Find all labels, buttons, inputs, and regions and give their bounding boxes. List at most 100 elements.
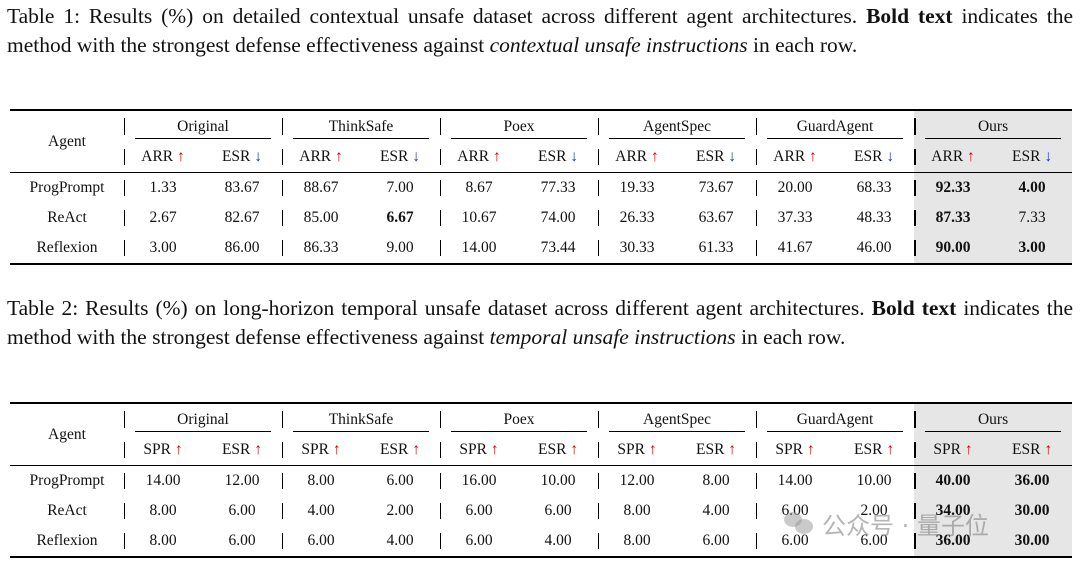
arrow-down-icon: ↓ bbox=[570, 148, 579, 165]
metric-header: SPR ↑ bbox=[124, 435, 202, 466]
table-cell: 46.00 bbox=[834, 233, 915, 265]
arrow-up-icon: ↑ bbox=[728, 441, 737, 458]
row-agent-label: ProgPrompt bbox=[10, 172, 124, 203]
table-cell: 7.33 bbox=[992, 203, 1073, 233]
metric-name: SPR bbox=[933, 441, 962, 458]
table-cell: 14.00 bbox=[124, 465, 202, 496]
table-cell: 61.33 bbox=[676, 233, 757, 265]
table-row: ProgPrompt 1.33 83.67 88.67 7.00 8.67 77.33 19.… bbox=[10, 172, 1073, 203]
metric-header: ESR ↓ bbox=[992, 142, 1073, 173]
table-cell: 92.33 bbox=[914, 172, 993, 203]
metric-name: ESR bbox=[379, 148, 409, 165]
header-row-groups: Agent Original ThinkSafe Poex AgentSpec Guard… bbox=[10, 109, 1073, 173]
table-cell: 4.00 bbox=[282, 496, 360, 526]
table-cell: 48.33 bbox=[856, 209, 892, 226]
header-row-metrics: ARR ↑ ESR ↓ ARR ↑ ESR ↓ ARR ↑ ESR ↓ ARR ↑ ESR ↓… bbox=[10, 142, 1073, 173]
table-row: ReAct 2.67 82.67 85.00 6.67 10.67 74.00 26.33 63… bbox=[10, 203, 1073, 233]
metric-name: SPR bbox=[775, 441, 804, 458]
table-cell: 68.33 bbox=[834, 172, 915, 203]
metric-name: SPR bbox=[143, 441, 171, 458]
metric-header: ESR ↑ bbox=[518, 435, 598, 466]
metric-name: ESR bbox=[1012, 441, 1041, 458]
metric-header: ESR ↑ bbox=[992, 435, 1073, 466]
table-cell: 88.67 bbox=[282, 172, 360, 203]
group-label: GuardAgent bbox=[767, 115, 903, 139]
group-label: Ours bbox=[925, 115, 1061, 139]
agent-header: Agent bbox=[10, 402, 124, 466]
metric-header: ESR ↓ bbox=[834, 142, 914, 173]
group-header: GuardAgent bbox=[756, 402, 915, 435]
table-cell: 36.00 bbox=[914, 526, 993, 558]
arrow-down-icon: ↓ bbox=[1044, 148, 1053, 165]
arrow-up-icon: ↑ bbox=[809, 148, 817, 165]
table-cell: 73.67 bbox=[676, 172, 757, 203]
table-cell: 8.00 bbox=[124, 526, 202, 558]
metric-name: ARR bbox=[773, 148, 806, 165]
metric-name: ARR bbox=[931, 148, 964, 165]
table-cell: 14.00 bbox=[756, 465, 835, 496]
arrow-up-icon: ↑ bbox=[412, 441, 421, 458]
table-cell: 6.00 bbox=[756, 496, 834, 526]
arrow-up-icon: ↑ bbox=[570, 441, 579, 458]
arrow-up-icon: ↑ bbox=[490, 441, 499, 458]
metric-header: ESR ↑ bbox=[360, 435, 440, 466]
arrow-up-icon: ↑ bbox=[332, 441, 341, 458]
group-header: AgentSpec bbox=[598, 109, 757, 142]
table-cell: 10.00 bbox=[518, 465, 599, 496]
arrow-up-icon: ↑ bbox=[651, 148, 659, 165]
table2-caption: Table 2: Results (%) on long-horizon tem… bbox=[7, 296, 1074, 349]
metric-header: ESR ↓ bbox=[202, 142, 282, 173]
table-cell: 3.00 bbox=[124, 233, 202, 265]
group-label: Poex bbox=[451, 408, 587, 432]
arrow-up-icon: ↑ bbox=[1044, 441, 1053, 458]
group-label: AgentSpec bbox=[609, 408, 745, 432]
table-cell: 73.44 bbox=[518, 233, 599, 265]
metric-name: SPR bbox=[459, 441, 487, 458]
table-cell: 10.00 bbox=[834, 465, 915, 496]
table-cell: 77.33 bbox=[518, 172, 599, 203]
metric-header: ESR ↓ bbox=[360, 142, 440, 173]
table-cell: 4.00 bbox=[360, 526, 441, 558]
table-cell: 6.00 bbox=[360, 465, 441, 496]
metric-name: ESR bbox=[379, 441, 409, 458]
group-header: Original bbox=[124, 402, 282, 435]
metric-header: SPR ↑ bbox=[598, 435, 676, 466]
table-cell: 37.33 bbox=[756, 203, 834, 233]
table-cell: 34.00 bbox=[914, 496, 993, 526]
table-cell: 7.00 bbox=[360, 172, 441, 203]
arrow-up-icon: ↑ bbox=[177, 148, 185, 165]
table-cell: 19.33 bbox=[598, 172, 677, 203]
metric-header: ARR ↑ bbox=[914, 142, 993, 173]
metric-header: ARR ↑ bbox=[440, 142, 518, 173]
table-cell: 8.00 bbox=[598, 526, 677, 558]
table-cell: 85.00 bbox=[282, 203, 360, 233]
arrow-up-icon: ↑ bbox=[335, 148, 343, 165]
arrow-down-icon: ↓ bbox=[412, 148, 421, 165]
table1-caption: Table 1: Results (%) on detailed context… bbox=[7, 4, 1074, 57]
metric-header: ESR ↓ bbox=[518, 142, 598, 173]
table-cell: 6.00 bbox=[544, 502, 572, 519]
table-cell: 30.33 bbox=[598, 233, 677, 265]
table-cell: 6.00 bbox=[228, 502, 256, 519]
table-cell: 86.00 bbox=[202, 233, 282, 265]
arrow-up-icon: ↑ bbox=[254, 441, 263, 458]
arrow-down-icon: ↓ bbox=[254, 148, 263, 165]
table-cell: 8.67 bbox=[440, 172, 519, 203]
group-header: ThinkSafe bbox=[282, 109, 441, 142]
metric-header: SPR ↑ bbox=[440, 435, 518, 466]
table-cell: 63.67 bbox=[698, 209, 734, 226]
metric-header: ESR ↑ bbox=[202, 435, 282, 466]
table-cell: 83.67 bbox=[202, 172, 282, 203]
table-cell: 8.00 bbox=[282, 465, 360, 496]
table-cell: 10.67 bbox=[440, 203, 518, 233]
group-label: Poex bbox=[451, 115, 587, 139]
table-cell: 6.00 bbox=[834, 526, 915, 558]
table-cell: 4.00 bbox=[518, 526, 599, 558]
metric-name: SPR bbox=[301, 441, 329, 458]
table-cell: 90.00 bbox=[914, 233, 993, 265]
group-header: AgentSpec bbox=[598, 402, 757, 435]
table-cell: 8.00 bbox=[124, 496, 202, 526]
group-label: Original bbox=[135, 408, 271, 432]
table-cell: 12.00 bbox=[202, 465, 282, 496]
metric-header: ESR ↑ bbox=[834, 435, 914, 466]
